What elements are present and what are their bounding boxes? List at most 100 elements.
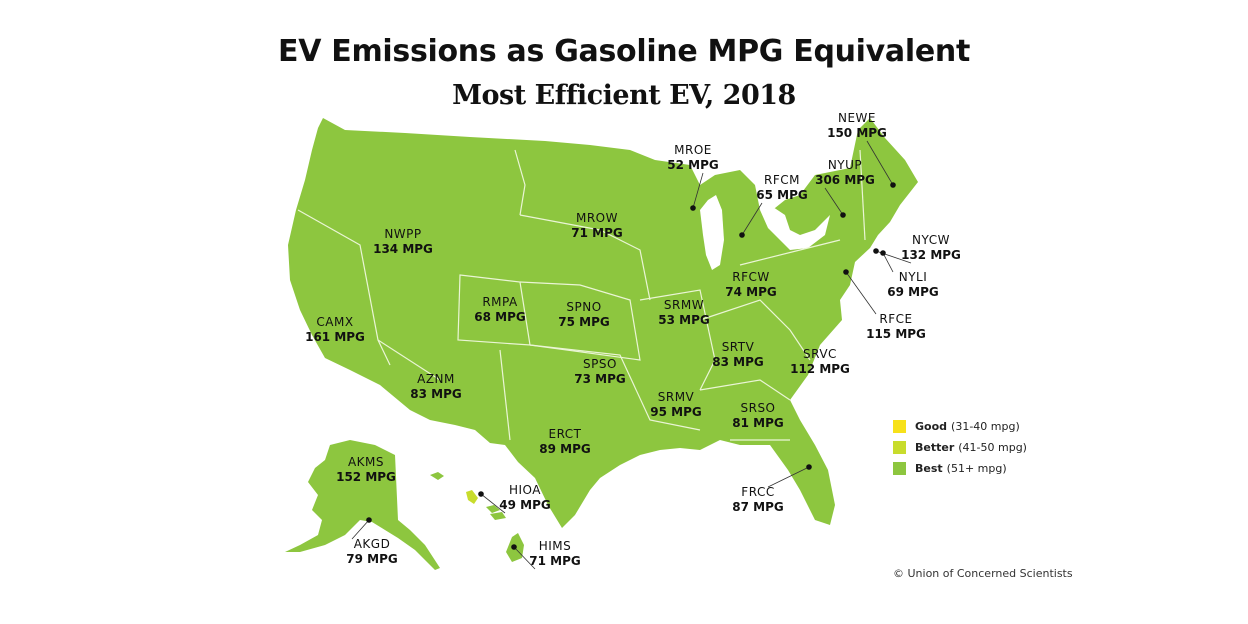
location-dot-nyli [880, 250, 886, 256]
region-code: NYCW [912, 233, 950, 247]
region-label-akgd: AKGD 79 MPG [346, 537, 397, 567]
legend-label-good: Good [915, 420, 948, 433]
region-mpg: 132 MPG [901, 248, 961, 262]
region-code: SRVC [803, 347, 837, 361]
region-mpg: 306 MPG [815, 173, 875, 187]
region-code: HIOA [508, 483, 541, 497]
region-label-camx: CAMX 161 MPG [305, 315, 365, 345]
region-code: SRTV [721, 340, 755, 354]
alaska-shape [285, 440, 440, 570]
region-label-rmpa: RMPA 68 MPG [474, 295, 525, 325]
region-label-spno: SPNO 75 MPG [558, 300, 609, 330]
legend-range-good: (31-40 mpg) [951, 420, 1020, 433]
legend: Good (31-40 mpg) Better (41-50 mpg) Best… [893, 416, 1027, 479]
region-code: NEWE [837, 111, 876, 125]
leader-line-nyli [882, 252, 894, 273]
region-code: SPSO [583, 357, 617, 371]
legend-swatch-better [893, 441, 906, 454]
region-code: SPNO [566, 300, 602, 314]
region-code: SRMV [657, 390, 695, 404]
region-mpg: 83 MPG [410, 387, 462, 401]
region-label-srtv: SRTV 83 MPG [712, 340, 763, 370]
region-code: RMPA [482, 295, 518, 309]
region-mpg: 49 MPG [499, 498, 551, 512]
region-code: RFCM [764, 173, 800, 187]
leader-line-newe [866, 140, 894, 186]
hawaii-island-kauai [430, 472, 444, 480]
region-code: SRSO [740, 401, 776, 415]
region-code: MROW [575, 211, 618, 225]
hawaii-island-maui [486, 505, 500, 513]
region-label-nyup: NYUP 306 MPG [815, 158, 875, 188]
lake-michigan [700, 195, 724, 270]
leader-line-mroe [692, 172, 704, 209]
region-mpg: 74 MPG [725, 285, 777, 299]
region-label-rfcw: RFCW 74 MPG [725, 270, 776, 300]
leader-lines [351, 140, 912, 570]
legend-item-good: Good (31-40 mpg) [893, 416, 1027, 437]
region-label-srvc: SRVC 112 MPG [790, 347, 850, 377]
region-code: RFCE [879, 312, 913, 326]
location-dot-newe [890, 182, 896, 188]
legend-range-best: (51+ mpg) [946, 462, 1007, 475]
region-mpg: 112 MPG [790, 362, 850, 376]
location-dot-nyup [840, 212, 846, 218]
location-dot-nycw [873, 248, 879, 254]
region-mpg: 95 MPG [650, 405, 702, 419]
region-borders [297, 149, 866, 441]
region-mpg: 71 MPG [529, 554, 581, 568]
legend-label-best: Best [915, 462, 943, 475]
region-code: NYLI [898, 270, 928, 284]
region-mpg: 152 MPG [336, 470, 396, 484]
region-code: CAMX [316, 315, 354, 329]
region-mpg: 52 MPG [667, 158, 719, 172]
leader-line-rfce [845, 271, 877, 315]
legend-item-better: Better (41-50 mpg) [893, 437, 1027, 458]
region-mpg: 65 MPG [756, 188, 808, 202]
region-code: SRMW [663, 298, 705, 312]
legend-label-better: Better [915, 441, 955, 454]
credit-text: © Union of Concerned Scientists [893, 567, 1073, 580]
region-mpg: 161 MPG [305, 330, 365, 344]
location-dot-frcc [806, 464, 812, 470]
region-code: RFCW [732, 270, 770, 284]
region-label-aznm: AZNM 83 MPG [410, 372, 461, 402]
region-label-spso: SPSO 73 MPG [574, 357, 625, 387]
leader-line-hioa [480, 493, 506, 514]
legend-swatch-best [893, 462, 906, 475]
region-code: AZNM [417, 372, 455, 386]
leader-line-nyup [824, 187, 844, 216]
region-mpg: 87 MPG [732, 500, 784, 514]
region-label-nwpp: NWPP 134 MPG [373, 227, 433, 257]
region-code: MROE [674, 143, 712, 157]
legend-range-better: (41-50 mpg) [958, 441, 1027, 454]
map-shapes [285, 118, 918, 570]
map-subtitle: Most Efficient EV, 2018 [452, 80, 796, 111]
region-label-hims: HIMS 71 MPG [529, 539, 580, 569]
great-lakes-east [760, 205, 830, 250]
region-label-newe: NEWE 150 MPG [827, 111, 887, 141]
region-mpg: 68 MPG [474, 310, 526, 324]
region-mpg: 53 MPG [658, 313, 710, 327]
region-label-erct: ERCT 89 MPG [539, 427, 590, 457]
region-mpg: 71 MPG [571, 226, 623, 240]
region-label-srmw: SRMW 53 MPG [658, 298, 709, 328]
leader-line-akgd [351, 519, 370, 540]
region-mpg: 115 MPG [866, 327, 926, 341]
hawaii-island-oahu [466, 490, 478, 504]
location-dot-mroe [690, 205, 696, 211]
region-mpg: 75 MPG [558, 315, 610, 329]
region-mpg: 79 MPG [346, 552, 398, 566]
region-code: ERCT [548, 427, 582, 441]
location-dot-rfce [843, 269, 849, 275]
region-label-nycw: NYCW 132 MPG [901, 233, 961, 263]
region-code: HIMS [538, 539, 572, 553]
region-mpg: 73 MPG [574, 372, 626, 386]
leader-line-rfcm [741, 202, 763, 236]
location-dot-rfcm [739, 232, 745, 238]
region-label-frcc: FRCC 87 MPG [732, 485, 783, 515]
region-label-hioa: HIOA 49 MPG [499, 483, 550, 513]
region-mpg: 83 MPG [712, 355, 764, 369]
location-dot-akgd [366, 517, 372, 523]
